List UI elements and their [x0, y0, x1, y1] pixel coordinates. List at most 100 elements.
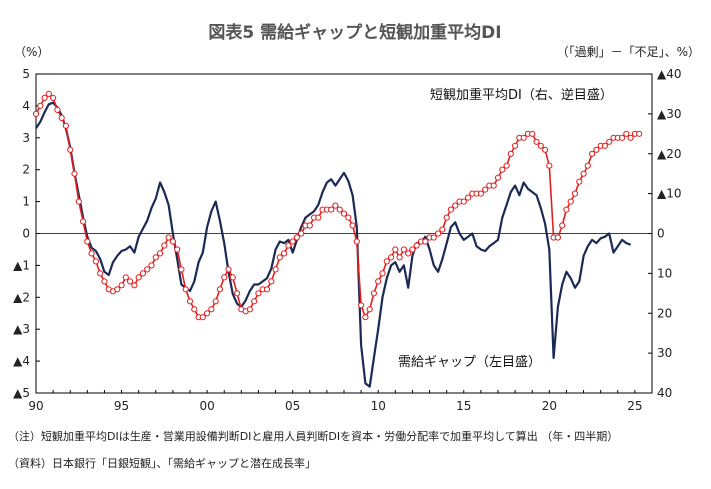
di-data-point: [58, 114, 65, 122]
di-data-point: [589, 150, 596, 157]
right-axis: ▲40 ▲30 ▲20 ▲10 0 10 20 30 40: [648, 67, 682, 400]
x-tick-label: 10: [371, 399, 386, 413]
right-tick-label: ▲10: [657, 187, 682, 201]
di-data-point: [482, 186, 489, 193]
di-data-point: [567, 198, 574, 205]
right-tick-label: 40: [657, 386, 672, 400]
di-data-point: [216, 286, 223, 293]
di-data-point: [452, 202, 459, 209]
di-data-point: [139, 270, 146, 277]
di-data-point: [67, 146, 74, 153]
di-data-point: [276, 254, 283, 261]
di-data-point: [537, 142, 544, 149]
di-data-point: [601, 142, 609, 149]
left-axis: 5 4 3 2 1 0 ▲1 ▲2 ▲3 ▲4 ▲5: [13, 67, 40, 400]
left-tick-label: ▲5: [13, 386, 30, 400]
di-data-point: [366, 306, 373, 313]
di-data-point: [520, 134, 527, 141]
left-axis-unit: （%）: [14, 45, 49, 59]
x-tick-label: 95: [114, 399, 129, 413]
di-data-point: [370, 290, 377, 297]
di-data-point: [71, 170, 78, 177]
di-data-point: [379, 270, 386, 277]
di-data-point: [272, 266, 279, 273]
di-data-point: [144, 266, 151, 273]
di-data-point: [92, 258, 100, 265]
di-data-point: [268, 278, 275, 285]
di-data-point: [97, 270, 104, 277]
di-data-point: [315, 214, 322, 221]
di-data-point: [593, 146, 600, 153]
di-data-point: [396, 254, 403, 261]
di-data-point: [229, 274, 236, 281]
di-data-point: [340, 210, 348, 217]
di-data-point: [131, 282, 138, 289]
x-tick-label: 00: [199, 399, 214, 413]
di-data-point: [178, 266, 185, 273]
di-data-point: [413, 242, 420, 249]
di-data-point: [439, 226, 446, 233]
x-tick-label: 90: [28, 399, 43, 413]
di-data-point: [54, 106, 61, 114]
di-data-point: [503, 162, 510, 169]
left-tick-label: 3: [22, 131, 30, 145]
right-tick-label: 20: [657, 306, 672, 320]
di-data-point: [400, 246, 407, 253]
right-axis-unit: （「過剰」－「不足」、%）: [557, 45, 700, 59]
di-data-point: [161, 242, 168, 249]
x-tick-label: 15: [456, 399, 471, 413]
di-data-point: [533, 138, 540, 145]
di-data-point: [349, 222, 356, 229]
footnote-source: （資料）日本銀行「日銀短観」、「需給ギャップと潜在成長率」: [8, 457, 316, 470]
di-data-point: [332, 202, 339, 209]
di-data-point: [148, 262, 155, 269]
di-data-point: [199, 314, 206, 321]
di-data-point: [584, 162, 591, 169]
di-data-point: [255, 290, 262, 297]
di-data-point: [494, 174, 502, 181]
left-tick-label: ▲2: [13, 290, 30, 304]
di-data-point: [306, 222, 313, 229]
di-data-point: [405, 250, 412, 257]
di-data-point: [571, 190, 579, 197]
di-data-point: [208, 306, 215, 313]
di-data-point: [499, 166, 506, 173]
di-data-point: [281, 250, 288, 257]
di-data-point: [435, 230, 442, 237]
di-data-point: [447, 206, 454, 213]
di-data-point: [512, 142, 519, 149]
di-data-point: [50, 94, 57, 102]
di-data-point: [32, 110, 40, 118]
di-data-point: [127, 278, 134, 285]
di-data-point: [392, 246, 399, 253]
di-data-point: [409, 246, 416, 253]
left-tick-label: ▲1: [13, 258, 30, 272]
x-axis: 90 95 00 05 10 15 20 25: [28, 390, 653, 413]
di-data-point: [542, 146, 549, 153]
di-data-point: [422, 238, 429, 245]
di-data-point: [212, 298, 219, 305]
di-data-point: [263, 286, 271, 293]
di-data-point: [169, 238, 176, 245]
di-data-point: [443, 214, 450, 221]
series-tankan-weighted-di: [32, 90, 643, 321]
di-data-point: [289, 238, 296, 245]
di-data-point: [135, 274, 142, 281]
di-data-point: [88, 250, 95, 257]
di-data-point: [37, 102, 44, 110]
di-data-point: [122, 274, 129, 281]
di-data-point: [62, 122, 70, 129]
di-data-point: [285, 242, 292, 249]
di-data-point: [204, 310, 211, 317]
right-tick-label: ▲30: [657, 107, 682, 121]
di-data-point: [101, 278, 108, 285]
di-data-point: [246, 306, 253, 313]
di-data-point: [554, 234, 562, 241]
right-tick-label: 30: [657, 346, 672, 360]
di-data-point: [165, 234, 172, 241]
di-data-point: [430, 234, 437, 241]
right-tick-label: 10: [657, 266, 672, 280]
di-data-point: [84, 238, 91, 245]
di-data-point: [507, 150, 514, 157]
di-data-point: [358, 302, 365, 309]
